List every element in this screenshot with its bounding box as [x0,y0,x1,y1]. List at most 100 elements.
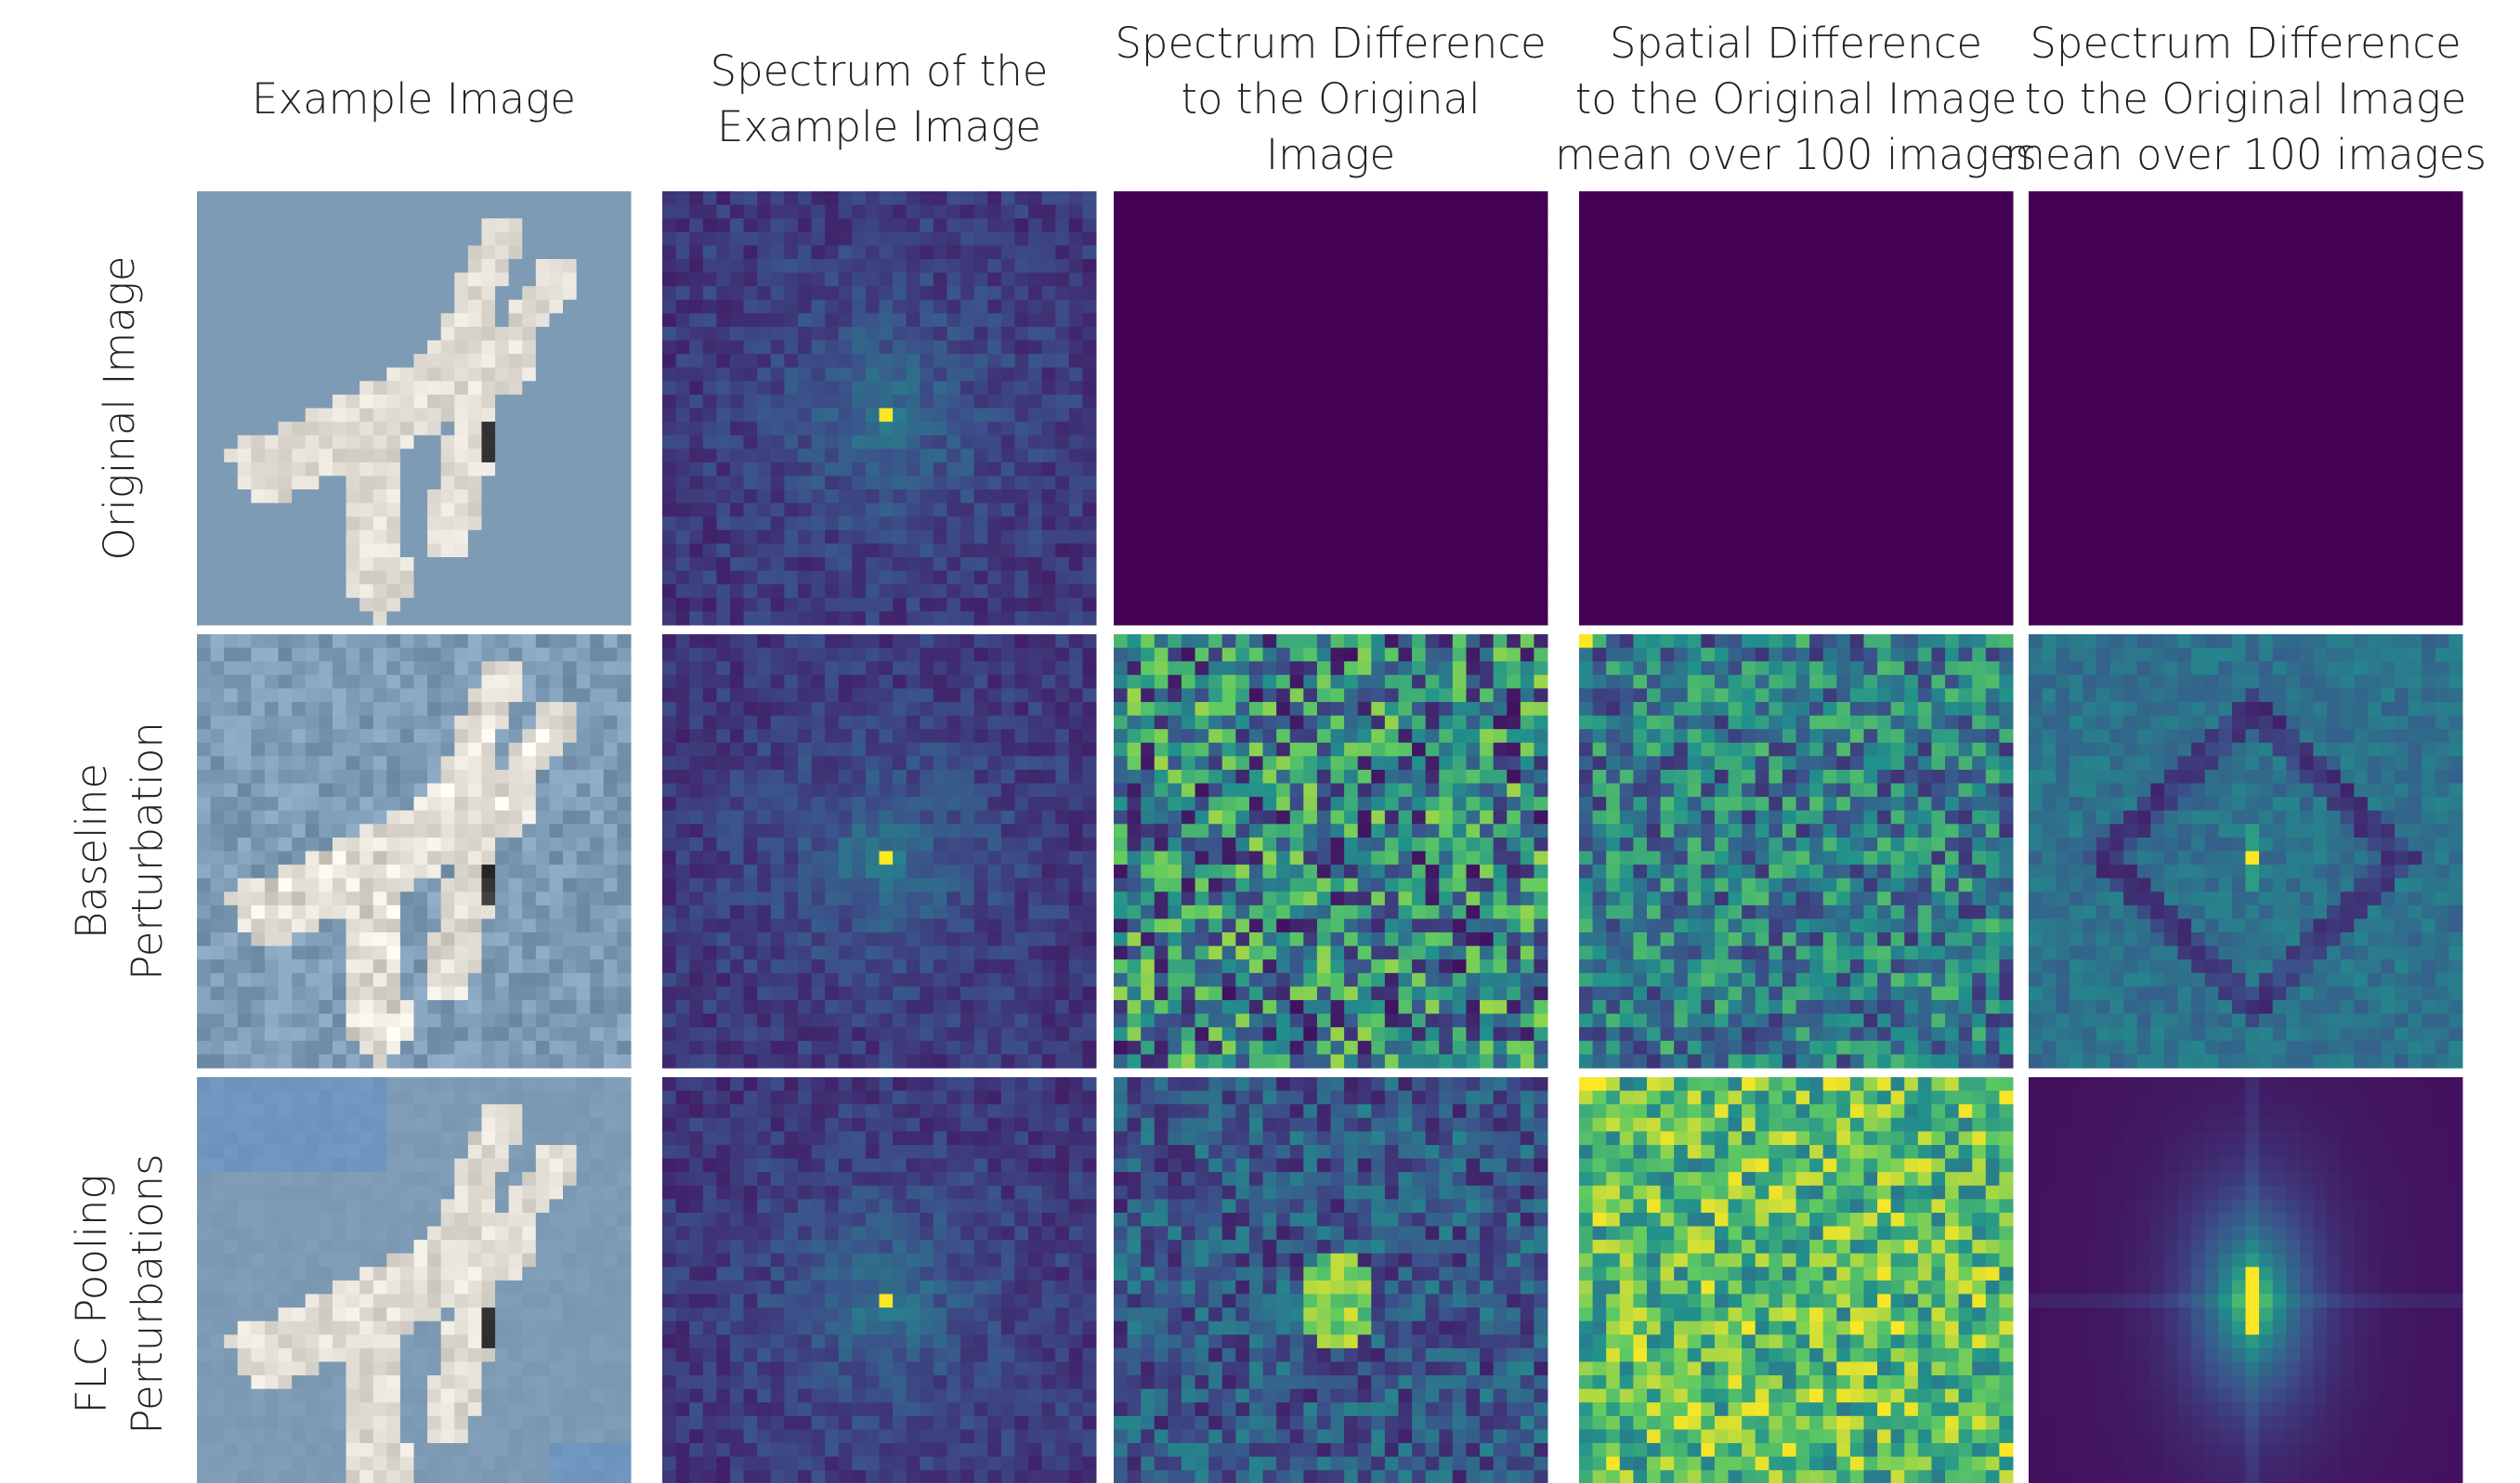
pixel [1729,489,1743,503]
pixel [689,341,703,355]
pixel [757,530,771,544]
pixel [1661,381,1675,395]
pixel [662,409,676,423]
pixel [893,422,907,436]
pixel [730,598,744,612]
pixel [536,409,550,423]
pixel [852,205,866,219]
pixel [1358,557,1372,571]
pixel [1141,341,1155,355]
pixel [2096,341,2110,355]
pixel [522,449,536,462]
pixel [1222,381,1236,395]
pixel [2435,245,2449,259]
pixel [1155,611,1169,625]
pixel [947,218,960,232]
pixel [2286,286,2300,300]
pixel [2300,205,2314,219]
pixel [563,341,577,355]
pixel [2422,205,2435,219]
pixel [306,395,320,409]
pixel [1877,341,1891,355]
pixel [522,191,536,205]
pixel [2070,557,2083,571]
pixel [441,530,455,544]
pixel [825,409,839,423]
pixel [1480,232,1494,246]
pixel [386,422,400,436]
pixel [920,300,934,314]
pixel [2137,503,2151,517]
pixel [1534,598,1547,612]
pixel [2381,503,2395,517]
pixel [1633,395,1647,409]
pixel [2164,462,2178,476]
pixel [2246,422,2260,436]
pixel [1986,395,2000,409]
pixel [522,354,536,368]
pixel [2218,543,2232,557]
pixel [703,259,717,273]
pixel [468,449,482,462]
pixel [1466,462,1480,476]
pixel [1168,232,1182,246]
pixel [1001,449,1015,462]
pixel [2448,381,2462,395]
pixel [744,205,758,219]
pixel [1141,218,1155,232]
pixel [1534,462,1547,476]
pixel [2150,395,2164,409]
pixel [1850,395,1864,409]
pixel [662,368,676,382]
pixel [251,259,265,273]
pixel [1453,313,1467,327]
pixel [716,557,730,571]
pixel [224,422,238,436]
pixel [798,436,812,449]
pixel [509,516,523,530]
pixel [590,530,604,544]
pixel [427,503,441,517]
pixel [784,584,798,598]
pixel [1521,489,1534,503]
pixel [386,557,400,571]
pixel [1182,557,1195,571]
pixel [1001,191,1015,205]
pixel [454,436,468,449]
pixel [1959,245,1973,259]
pixel [1782,354,1796,368]
pixel [2205,557,2219,571]
pixel [1823,300,1837,314]
pixel [866,232,880,246]
pixel [211,313,225,327]
pixel [1972,462,1986,476]
pixel [251,232,265,246]
pixel [2259,475,2273,489]
pixel [784,232,798,246]
pixel [1688,462,1702,476]
pixel [1141,368,1155,382]
pixel [1742,300,1756,314]
pixel [238,584,252,598]
pixel [1453,598,1467,612]
pixel [1633,341,1647,355]
pixel [1358,327,1372,341]
pixel [2150,516,2164,530]
pixel [2137,530,2151,544]
pixel [1141,543,1155,557]
pixel [1263,530,1277,544]
pixel [577,205,591,219]
pixel [1222,395,1236,409]
pixel [1128,341,1142,355]
pixel [744,422,758,436]
pixel [279,530,293,544]
pixel [2029,489,2043,503]
pixel [211,273,225,287]
pixel [386,543,400,557]
pixel [2273,341,2287,355]
pixel [2164,327,2178,341]
pixel [784,543,798,557]
pixel [960,422,974,436]
pixel [2381,300,2395,314]
pixel [1480,218,1494,232]
